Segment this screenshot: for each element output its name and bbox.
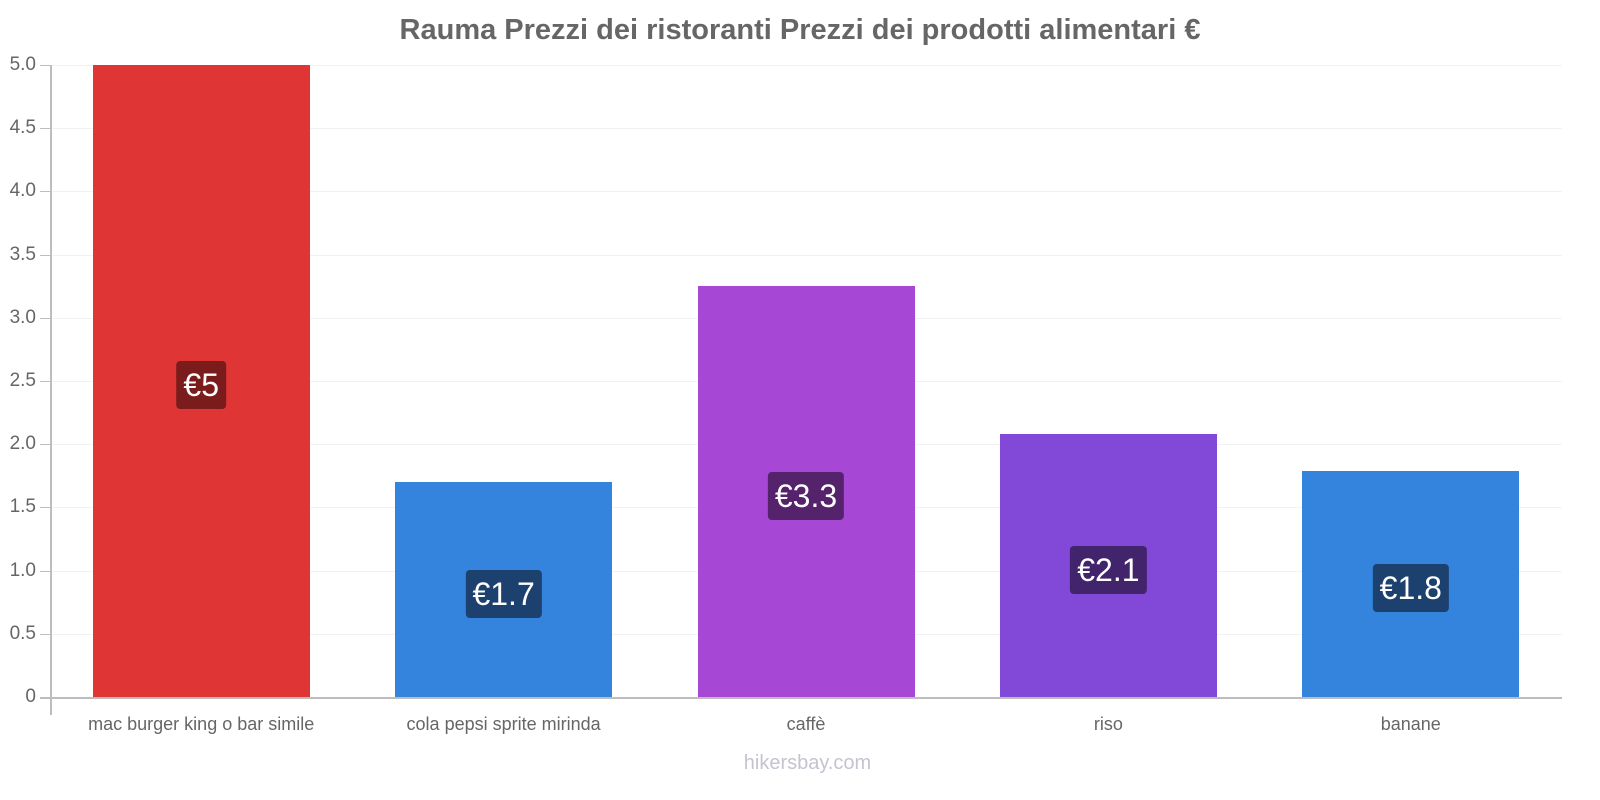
y-tick-mark [40,633,50,635]
y-tick-label: 0.5 [9,622,36,644]
y-tick-mark [40,254,50,256]
gridline [50,65,1562,66]
gridline [50,128,1562,130]
y-tick-label: 2.0 [9,433,36,455]
bar[interactable]: €5 [92,65,310,697]
x-tick-label: caffè [786,714,826,734]
gridline [50,191,1562,193]
y-tick-label: 4.5 [9,117,36,139]
gridline [50,254,1562,256]
y-tick-label: 4.0 [9,180,36,202]
y-tick-label: 3.0 [9,306,36,328]
chart-title: Rauma Prezzi dei ristoranti Prezzi dei p… [399,14,1201,46]
bar[interactable]: €3.3 [697,286,915,697]
plot-area: €5 €1.7 €3.3 €2.1 €1.8 [50,65,1562,697]
x-tick-label: cola pepsi sprite mirinda [406,714,601,734]
bar-value-label: €5 [176,361,226,409]
y-tick-mark [40,191,50,193]
y-tick-label: 2.5 [9,370,36,391]
y-tick-mark [40,507,50,509]
bar-value-label: €3.3 [767,471,845,520]
bar[interactable]: €2.1 [999,434,1217,697]
x-tick-label: banane [1380,714,1441,734]
y-tick-label: 1.0 [9,559,36,581]
x-axis-line [40,697,1562,699]
y-tick-mark [40,444,50,446]
bar-value-label: €1.8 [1372,563,1449,612]
y-tick-mark [40,317,50,319]
y-tick-mark [40,65,50,66]
y-tick-mark [40,128,50,130]
y-tick-label: 3.5 [9,243,36,265]
bar[interactable]: €1.7 [395,482,613,697]
y-tick-mark [40,570,50,572]
y-tick-mark [40,381,50,382]
y-axis-line [50,65,52,715]
bar[interactable]: €1.8 [1302,470,1520,697]
y-tick-label: 0 [25,686,36,707]
x-tick-label: mac burger king o bar simile [88,714,315,734]
watermark: hikersbay.com [743,752,872,774]
y-tick-label: 5.0 [9,54,36,75]
bar-value-label: €2.1 [1070,545,1147,594]
y-tick-label: 1.5 [9,496,36,518]
bar-value-label: €1.7 [465,569,542,618]
x-tick-label: riso [1093,714,1123,734]
